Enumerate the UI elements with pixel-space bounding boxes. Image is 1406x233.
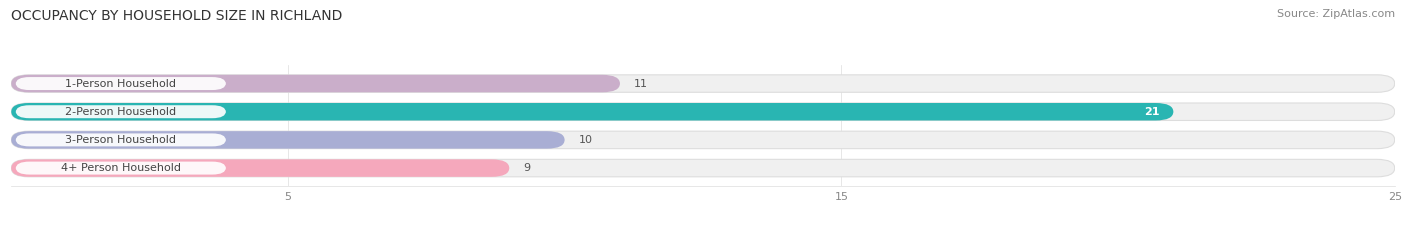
FancyBboxPatch shape: [11, 103, 1395, 120]
FancyBboxPatch shape: [11, 159, 509, 177]
FancyBboxPatch shape: [11, 131, 565, 149]
Text: Source: ZipAtlas.com: Source: ZipAtlas.com: [1277, 9, 1395, 19]
FancyBboxPatch shape: [11, 131, 1395, 149]
Text: 2-Person Household: 2-Person Household: [65, 107, 176, 117]
Text: 1-Person Household: 1-Person Household: [65, 79, 176, 89]
Text: 3-Person Household: 3-Person Household: [65, 135, 176, 145]
FancyBboxPatch shape: [11, 103, 1174, 120]
FancyBboxPatch shape: [15, 77, 226, 90]
Text: OCCUPANCY BY HOUSEHOLD SIZE IN RICHLAND: OCCUPANCY BY HOUSEHOLD SIZE IN RICHLAND: [11, 9, 343, 23]
FancyBboxPatch shape: [11, 159, 1395, 177]
Text: 9: 9: [523, 163, 530, 173]
FancyBboxPatch shape: [15, 134, 226, 146]
Text: 21: 21: [1144, 107, 1160, 117]
FancyBboxPatch shape: [15, 105, 226, 118]
Text: 11: 11: [634, 79, 648, 89]
FancyBboxPatch shape: [11, 75, 1395, 92]
Text: 4+ Person Household: 4+ Person Household: [60, 163, 181, 173]
FancyBboxPatch shape: [11, 75, 620, 92]
Text: 10: 10: [578, 135, 592, 145]
FancyBboxPatch shape: [15, 162, 226, 175]
